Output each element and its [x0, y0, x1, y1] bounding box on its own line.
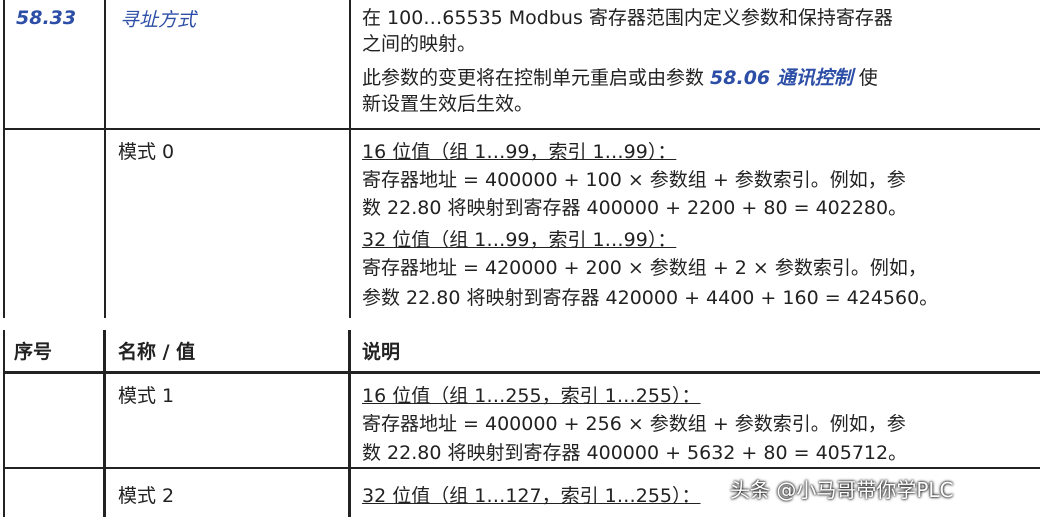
- text: 16 位值（组 1…99，索引 1…99）：: [362, 141, 677, 163]
- text: 32 位值（组 1…127，索引 1…255）：: [362, 485, 701, 507]
- text: 在 100…65535 Modbus 寄存器范围内定义参数和保持寄存器: [362, 7, 893, 29]
- param-number: 58.33: [16, 7, 77, 29]
- param-link: 58.06 通讯控制: [710, 67, 853, 89]
- mode-name: 模式 1: [118, 385, 175, 407]
- mode-name: 模式 2: [118, 485, 175, 507]
- border: [3, 128, 1040, 130]
- mode-name: 模式 0: [118, 141, 175, 163]
- text: 之间的映射。: [362, 33, 477, 55]
- text: 16 位值（组 1…255，索引 1…255）：: [362, 385, 701, 407]
- description-line: 寄存器地址 = 400000 + 100 × 参数组 + 参数索引。例如，参: [362, 168, 906, 192]
- description-line: 在 100…65535 Modbus 寄存器范围内定义参数和保持寄存器: [362, 6, 893, 30]
- text: 数 22.80 将映射到寄存器 400000 + 5632 + 80 = 405…: [362, 442, 908, 464]
- text: 此参数的变更将在控制单元重启或由参数: [362, 67, 711, 89]
- header: 说明: [362, 341, 401, 363]
- border: [349, 0, 351, 318]
- text: 32 位值（组 1…99，索引 1…99）：: [362, 229, 677, 251]
- description-line: 16 位值（组 1…99，索引 1…99）：: [362, 140, 676, 164]
- border: [3, 0, 5, 318]
- description-line: 之间的映射。: [362, 32, 476, 56]
- description-line: 数 22.80 将映射到寄存器 400000 + 2200 + 80 = 402…: [362, 196, 907, 220]
- border: [103, 330, 106, 517]
- description-line: 寄存器地址 = 400000 + 256 × 参数组 + 参数索引。例如，参: [362, 412, 906, 436]
- border: [3, 371, 1040, 374]
- text: 参数 22.80 将映射到寄存器 420000 + 4400 + 160 = 4…: [362, 287, 939, 309]
- description-line: 32 位值（组 1…127，索引 1…255）：: [362, 484, 701, 508]
- border: [3, 467, 1040, 469]
- description-line: 寄存器地址 = 420000 + 200 × 参数组 + 2 × 参数索引。例如…: [362, 256, 927, 280]
- header: 名称 / 值: [118, 341, 196, 363]
- border: [3, 330, 5, 517]
- description-line: 参数 22.80 将映射到寄存器 420000 + 4400 + 160 = 4…: [362, 286, 938, 310]
- description-line: 新设置生效后生效。: [362, 92, 533, 116]
- border: [348, 330, 351, 517]
- watermark: 头条 @小马哥带你学PLC: [730, 478, 954, 502]
- description-line: 此参数的变更将在控制单元重启或由参数 58.06 通讯控制 使: [362, 66, 878, 90]
- text: 寄存器地址 = 400000 + 100 × 参数组 + 参数索引。例如，参: [362, 169, 906, 191]
- text: 数 22.80 将映射到寄存器 400000 + 2200 + 80 = 402…: [362, 197, 908, 219]
- text: 寄存器地址 = 400000 + 256 × 参数组 + 参数索引。例如，参: [362, 413, 906, 435]
- text: 寄存器地址 = 420000 + 200 × 参数组 + 2 × 参数索引。例如…: [362, 257, 927, 279]
- text: 使: [852, 67, 878, 89]
- header: 序号: [14, 341, 53, 363]
- description-line: 16 位值（组 1…255，索引 1…255）：: [362, 384, 701, 408]
- param-name: 寻址方式: [120, 9, 197, 31]
- description-line: 32 位值（组 1…99，索引 1…99）：: [362, 228, 676, 252]
- text: 新设置生效后生效。: [362, 93, 534, 115]
- border: [104, 0, 106, 318]
- description-line: 数 22.80 将映射到寄存器 400000 + 5632 + 80 = 405…: [362, 441, 907, 465]
